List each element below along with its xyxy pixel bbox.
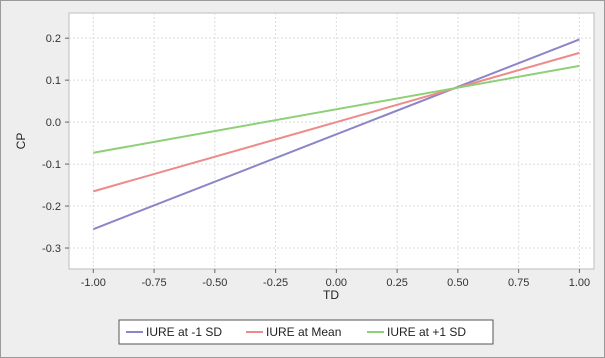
series-line-1 [93,51,580,193]
y-tick-label: -0.1 [42,159,61,171]
y-tick-label: 0.0 [46,117,61,129]
y-tick-label: -0.2 [42,201,61,213]
x-tick-label: -0.50 [202,277,227,289]
y-axis-title: CP [14,133,28,150]
legend-box [118,319,494,345]
series-lines [92,38,580,231]
axes: -1.00 -0.75 -0.50 -0.25 0.00 0.25 0.50 0.75 1.00… [42,33,590,289]
legend-label-iure-minus-1sd: IURE at -1 SD [146,325,222,339]
y-tick-label: 0.2 [46,33,61,45]
series-line-2 [93,64,580,154]
x-tick-label: 0.25 [386,277,407,289]
legend-label-iure-mean: IURE at Mean [266,325,341,339]
x-tick-label: -0.75 [142,277,167,289]
x-tick-label: 0.00 [326,277,347,289]
y-tick-label: 0.1 [46,75,61,87]
series-line-0 [92,38,580,231]
y-tick-label: -0.3 [42,243,61,255]
x-tick-label: 0.75 [508,277,529,289]
x-axis-title: TD [323,288,339,302]
x-tick-label: 0.50 [447,277,468,289]
legend-label-iure-plus-1sd: IURE at +1 SD [387,325,466,339]
legend: IURE at -1 SD IURE at Mean IURE at +1 SD [118,319,494,345]
plot-area [68,12,595,270]
grid [69,13,594,269]
x-tick-label: 1.00 [569,277,590,289]
x-tick-label: -1.00 [81,277,106,289]
x-tick-label: -0.25 [263,277,288,289]
